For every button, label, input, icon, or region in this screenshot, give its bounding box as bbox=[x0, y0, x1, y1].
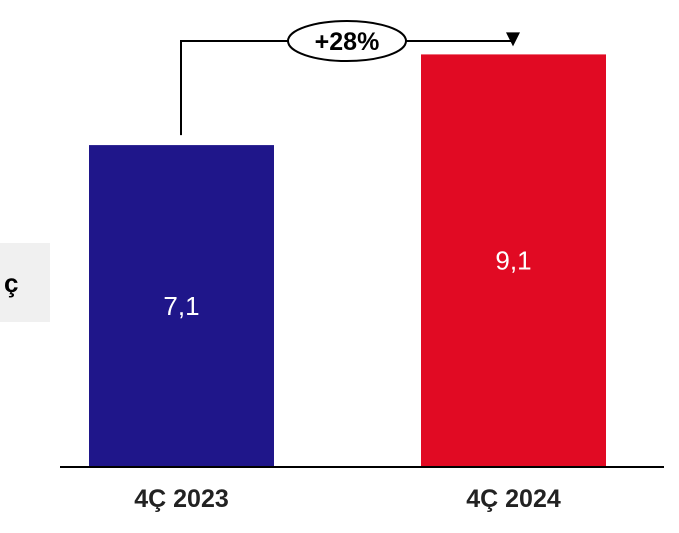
value-label-1: 9,1 bbox=[495, 246, 531, 276]
side-label-box bbox=[0, 243, 50, 322]
bars-group bbox=[89, 54, 606, 467]
bar-1 bbox=[421, 54, 606, 467]
bar-0 bbox=[89, 145, 274, 467]
growth-annotation: +28% bbox=[180, 20, 520, 136]
value-labels-group: 7,1 9,1 bbox=[163, 246, 531, 321]
value-label-0: 7,1 bbox=[163, 291, 199, 321]
annotation-label: +28% bbox=[315, 28, 380, 56]
category-labels-group: 4Ç 2023 4Ç 2024 bbox=[134, 485, 561, 513]
annotation-bubble bbox=[287, 20, 407, 62]
category-label-0: 4Ç 2023 bbox=[134, 485, 229, 513]
side-label-text: ç bbox=[4, 268, 19, 298]
category-label-1: 4Ç 2024 bbox=[466, 485, 561, 513]
arrow-down-icon bbox=[506, 32, 520, 47]
